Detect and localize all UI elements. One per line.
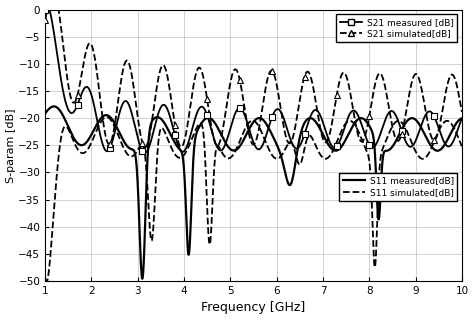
Legend: S11 measured[dB], S11 simulated[dB]: S11 measured[dB], S11 simulated[dB] [339, 172, 457, 201]
Y-axis label: S-param [dB]: S-param [dB] [6, 108, 16, 182]
X-axis label: Frequency [GHz]: Frequency [GHz] [201, 301, 306, 315]
